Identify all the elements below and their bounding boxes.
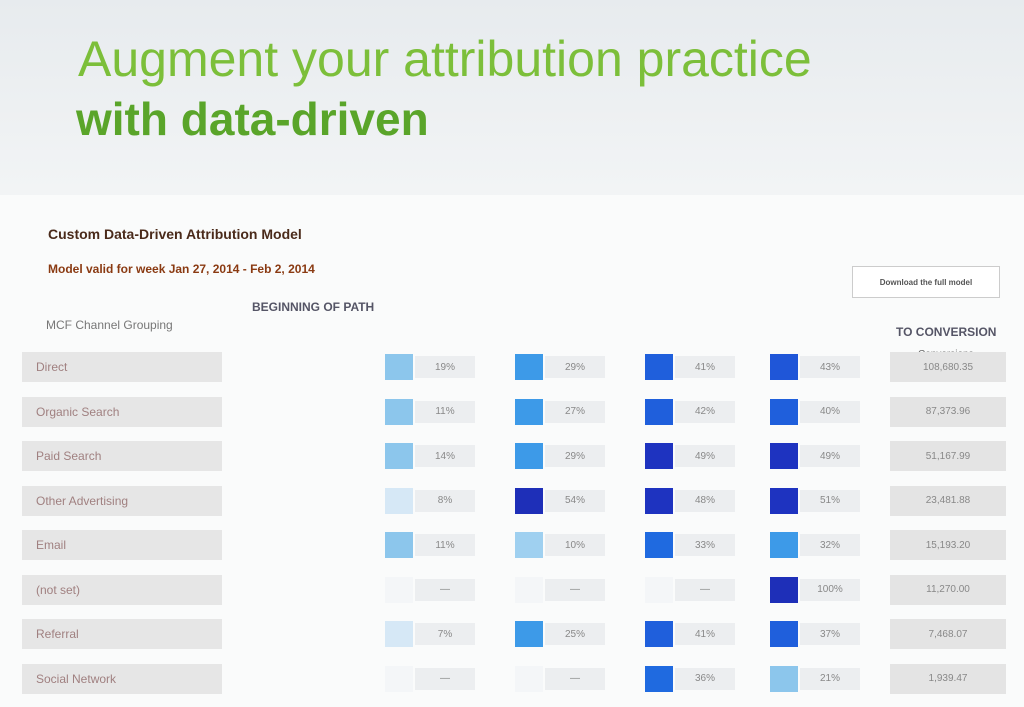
cell-swatch	[645, 487, 673, 514]
cell-value: 7%	[415, 623, 475, 645]
cell-swatch	[385, 665, 413, 692]
path-header: BEGINNING OF PATH	[252, 300, 375, 314]
cell-swatch	[515, 487, 543, 514]
conversions-value: 15,193.20	[890, 530, 1006, 560]
cell-swatch	[645, 532, 673, 558]
cell-swatch	[770, 354, 798, 380]
cell-swatch	[385, 487, 413, 514]
channel-header: MCF Channel Grouping	[46, 318, 173, 332]
cell-swatch	[770, 443, 798, 469]
cell-swatch	[770, 621, 798, 647]
cell-value: —	[415, 667, 475, 690]
download-button[interactable]: Download the full model	[852, 266, 1000, 298]
cell-value: 25%	[545, 623, 605, 645]
cell-swatch	[645, 576, 673, 603]
cell-swatch	[770, 487, 798, 514]
conversions-value: 108,680.35	[890, 352, 1006, 382]
cell-value: 10%	[545, 534, 605, 556]
cell-value: 40%	[800, 400, 860, 423]
channel-label: Social Network	[22, 663, 222, 694]
cell-swatch	[385, 621, 413, 647]
cell-swatch	[770, 532, 798, 558]
cell-value: 51%	[800, 489, 860, 512]
cell-swatch	[770, 398, 798, 425]
cell-value: 21%	[800, 667, 860, 690]
cell-swatch	[515, 354, 543, 380]
channel-label: Paid Search	[22, 441, 222, 471]
cell-swatch	[645, 443, 673, 469]
cell-value: 32%	[800, 534, 860, 556]
cell-swatch	[385, 398, 413, 425]
cell-swatch	[770, 576, 798, 603]
cell-value: 37%	[800, 623, 860, 645]
cell-swatch	[385, 532, 413, 558]
channel-label: Direct	[22, 352, 222, 382]
cell-value: 8%	[415, 489, 475, 512]
cell-value: 29%	[545, 356, 605, 378]
conversion-header: TO CONVERSION	[896, 325, 997, 339]
cell-swatch	[515, 621, 543, 647]
cell-value: 36%	[675, 667, 735, 690]
conversions-value: 23,481.88	[890, 485, 1006, 516]
slide-title: Augment your attribution practice	[78, 31, 812, 87]
cell-value: 54%	[545, 489, 605, 512]
report-title: Custom Data-Driven Attribution Model	[48, 226, 302, 242]
cell-swatch	[385, 443, 413, 469]
channel-label: Referral	[22, 619, 222, 649]
conversions-value: 51,167.99	[890, 441, 1006, 471]
conversions-value: 7,468.07	[890, 619, 1006, 649]
cell-value: 49%	[675, 445, 735, 467]
cell-value: 14%	[415, 445, 475, 467]
channel-label: Other Advertising	[22, 485, 222, 516]
cell-swatch	[645, 398, 673, 425]
cell-swatch	[770, 665, 798, 692]
cell-value: —	[675, 578, 735, 601]
cell-value: 11%	[415, 534, 475, 556]
cell-swatch	[645, 621, 673, 647]
cell-value: 42%	[675, 400, 735, 423]
cell-swatch	[515, 532, 543, 558]
channel-label: (not set)	[22, 574, 222, 605]
cell-value: 41%	[675, 356, 735, 378]
channel-label: Email	[22, 530, 222, 560]
cell-value: 33%	[675, 534, 735, 556]
cell-swatch	[515, 665, 543, 692]
cell-value: 48%	[675, 489, 735, 512]
slide-title: with data-driven	[76, 93, 429, 145]
cell-value: 41%	[675, 623, 735, 645]
cell-swatch	[385, 354, 413, 380]
conversions-value: 1,939.47	[890, 663, 1006, 694]
cell-value: —	[545, 667, 605, 690]
cell-value: 19%	[415, 356, 475, 378]
cell-swatch	[515, 398, 543, 425]
cell-value: 100%	[800, 578, 860, 601]
report-subtitle: Model valid for week Jan 27, 2014 - Feb …	[48, 262, 315, 276]
cell-swatch	[515, 576, 543, 603]
cell-swatch	[515, 443, 543, 469]
conversions-value: 87,373.96	[890, 396, 1006, 427]
cell-value: 29%	[545, 445, 605, 467]
cell-value: 49%	[800, 445, 860, 467]
cell-value: —	[545, 578, 605, 601]
cell-swatch	[645, 354, 673, 380]
cell-swatch	[645, 665, 673, 692]
cell-swatch	[385, 576, 413, 603]
channel-label: Organic Search	[22, 396, 222, 427]
cell-value: 27%	[545, 400, 605, 423]
conversions-value: 11,270.00	[890, 574, 1006, 605]
cell-value: —	[415, 578, 475, 601]
cell-value: 43%	[800, 356, 860, 378]
cell-value: 11%	[415, 400, 475, 423]
